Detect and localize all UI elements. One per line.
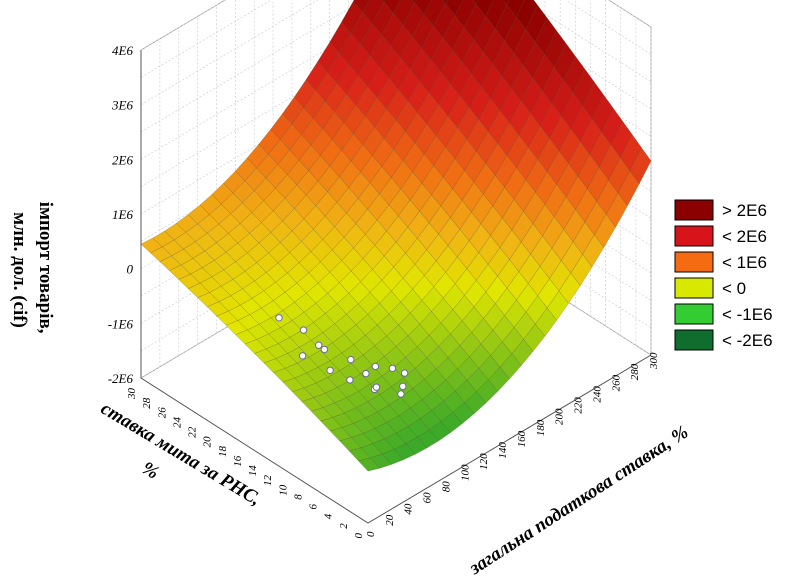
surface-cell [442,0,448,5]
z-tick-label: -2E6 [108,371,134,386]
z-tick-label: -1E6 [108,316,134,331]
legend-label: < 0 [722,279,746,298]
observed-point [347,355,355,364]
x-tick-label: 260 [610,374,622,391]
x-tick-label: 200 [554,408,566,425]
legend-swatch [674,251,714,273]
y-axis-title-line1: ставка мита за РНС, [97,398,264,510]
observed-point [299,326,308,334]
x-tick-label: 80 [441,481,453,493]
x-tick-label: 120 [478,453,490,470]
observed-point [397,390,405,398]
y-tick-label: 26 [156,407,168,419]
legend-label: < -1E6 [722,305,773,324]
observed-point [275,314,283,322]
y-tick-label: 16 [232,455,244,467]
y-tick-label: 14 [247,465,259,477]
x-tick-label: 140 [497,442,509,459]
observed-point [400,369,409,377]
y-tick-label: 28 [141,397,153,409]
x-tick-label: 160 [516,430,528,447]
legend-label: < 1E6 [722,253,767,272]
legend-swatch [674,225,714,247]
observed-point [399,382,407,390]
legend-label: < -2E6 [722,331,773,350]
observed-point [326,366,334,374]
y-tick-label: 20 [202,436,214,448]
legend-label: < 2E6 [722,227,767,246]
x-tick-label: 300 [648,352,660,370]
y-tick-label: 6 [308,504,320,510]
legend-swatch [674,329,714,351]
floor-axes [140,354,652,524]
observed-point [320,345,329,354]
z-axis-title: імпорт товарів, млн. дол. (cif) [9,202,56,339]
y-tick-label: 4 [323,513,335,519]
response-surface [140,0,652,472]
z-tick-label: 4E6 [112,43,133,58]
legend-label: > 2E6 [722,201,767,220]
y-tick-label: 10 [277,484,289,496]
y-tick-label: 2 [338,523,350,529]
legend-swatch [674,303,714,325]
y-tick-label: 0 [353,533,365,539]
z-tick-label: 3E6 [111,98,133,113]
y-tick-label: 8 [293,494,305,500]
observed-point [371,362,380,371]
x-tick-label: 60 [422,492,434,504]
x-tick-label: 180 [535,419,547,436]
surface-cell [382,0,386,3]
surface-cell [412,0,417,4]
x-axis-ticks: 0 20 40 60 80 100 120 140 160 180 200 220 240 260 280 3… [365,352,660,537]
z-tick-label: 1E6 [112,207,133,222]
y-tick-label: 24 [171,417,183,429]
observed-point [388,364,397,372]
x-tick-label: 280 [629,363,641,380]
y-tick-label: 12 [262,475,274,487]
y-tick-label: 18 [217,446,229,458]
x-tick-label: 220 [573,397,585,414]
observed-point [298,352,307,360]
legend-swatch [674,199,714,221]
y-tick-label: 30 [126,388,138,401]
observed-point [315,341,323,349]
z-tick-label: 0 [127,262,134,277]
observed-point [346,376,354,384]
surface-cell [472,0,479,5]
y-axis-title-line2: % [138,458,162,484]
z-axis-title-line1: імпорт товарів, [35,202,56,334]
y-tick-label: 22 [187,426,199,438]
legend-swatch [674,277,714,299]
observed-point [372,383,381,391]
x-tick-label: 0 [365,531,377,537]
z-axis-ticks: 4E6 3E6 2E6 1E6 0 -1E6 -2E6 [108,43,134,386]
z-tick-label: 2E6 [112,152,133,167]
x-tick-label: 100 [459,464,471,481]
observed-points [275,314,409,398]
x-tick-label: 40 [403,503,415,515]
z-axis-title-line2: млн. дол. (cif) [9,212,30,328]
legend: > 2E6 < 2E6 < 1E6 < 0 < -1E6 < -2E6 [674,199,773,351]
x-tick-label: 20 [384,514,396,526]
observed-point [362,369,370,378]
surface-cell [358,457,381,472]
x-tick-label: 240 [591,386,603,403]
surface-cell [502,0,510,6]
